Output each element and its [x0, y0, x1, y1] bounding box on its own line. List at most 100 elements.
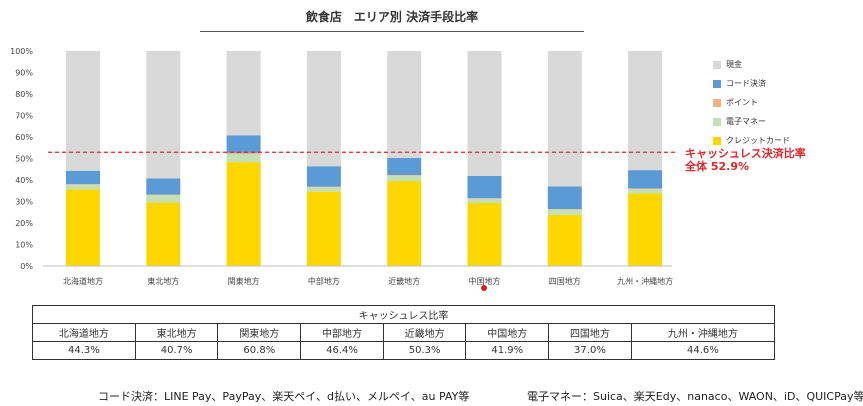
cashless-rate-total: 全体 52.9% — [685, 160, 749, 173]
bar-segment — [628, 193, 663, 266]
table-cell-region: 九州・沖縄地方 — [630, 323, 776, 342]
y-tick-label: 0% — [20, 262, 33, 271]
legend-label: 電子マネー — [726, 117, 766, 126]
bar-segment — [306, 187, 341, 192]
bar-segment — [387, 51, 422, 158]
bar-segment — [547, 214, 582, 266]
bar-segment — [467, 198, 502, 204]
x-tick-label: 東北地方 — [147, 276, 179, 286]
bar-segment — [628, 51, 663, 171]
legend-item: ポイント — [713, 93, 790, 112]
legend-label: 現金 — [726, 60, 742, 69]
y-tick-label: 50% — [15, 155, 33, 164]
bar-segment — [226, 152, 261, 154]
y-tick-label: 20% — [15, 219, 33, 228]
bar-segment — [226, 135, 261, 153]
legend-swatch — [713, 98, 721, 107]
table-cell-region: 中部地方 — [300, 323, 384, 342]
bar-segment — [66, 51, 100, 171]
x-axis: 北海道地方 東北地方 関東地方 中部地方 近畿地方 中国地方 四国地方 九州・沖縄地方 — [43, 265, 673, 286]
bar-segment — [306, 51, 341, 167]
legend: 現金コード決済ポイント電子マネークレジットカード — [713, 55, 790, 150]
table-row-regions: 北海道地方 東北地方 関東地方 中部地方 近畿地方 中国地方 四国地方 九州・沖縄地方 — [32, 323, 776, 342]
legend-item: 電子マネー — [713, 112, 790, 131]
bar-segment — [547, 51, 582, 187]
bar-segment — [66, 184, 100, 190]
table-row-values: 44.3% 40.7% 60.8% 46.4% 50.3% 41.9% 37.0% 44.6% — [32, 341, 776, 360]
legend-item: 現金 — [713, 55, 790, 74]
legend-swatch — [713, 136, 721, 145]
legend-swatch — [713, 79, 721, 88]
legend-label: コード決済 — [726, 79, 766, 88]
footnote-code-payment: コード決済：LINE Pay、PayPay、楽天ペイ、d払い、メルペイ、au P… — [98, 390, 470, 403]
legend-item: クレジットカード — [713, 131, 790, 150]
bar-segment — [226, 153, 261, 163]
bar-segment — [306, 186, 341, 188]
bar-segment — [66, 170, 100, 185]
x-tick-label: 四国地方 — [549, 276, 581, 286]
table-cell-value: 44.6% — [630, 341, 776, 360]
y-tick-label: 40% — [15, 176, 33, 185]
bar-segment — [146, 202, 181, 266]
bar-segment — [547, 209, 582, 215]
bar-segment — [146, 195, 181, 203]
y-tick-label: 70% — [15, 112, 33, 121]
y-tick-label: 90% — [15, 69, 33, 78]
bar-segment — [226, 51, 261, 136]
bar-segment — [66, 189, 100, 266]
bar-segment — [387, 181, 422, 266]
stacked-bar-chart: 0% 10% 20% 30% 40% 50% 60% 70% 80% 90% 100% 北海道地方 東… — [10, 47, 678, 286]
bar-segment — [146, 178, 181, 195]
y-tick-label: 60% — [15, 133, 33, 142]
bar-segment — [306, 191, 341, 266]
table-cell-region: 東北地方 — [134, 323, 219, 342]
table-cell-value: 46.4% — [300, 341, 384, 360]
table-cell-value: 50.3% — [382, 341, 467, 360]
y-tick-label: 30% — [15, 198, 33, 207]
bar-segment — [628, 189, 663, 194]
bar-segment — [467, 175, 502, 199]
footnote-emoney: 電子マネー：Suica、楽天Edy、nanaco、WAON、iD、QUICPay… — [527, 390, 863, 403]
bar-segment — [146, 51, 181, 179]
bar-segment — [226, 162, 261, 266]
x-tick-label: 北海道地方 — [63, 276, 103, 286]
chart-title: 飲食店 エリア別 決済手段比率 — [200, 8, 584, 32]
cashless-rate-label: キャッシュレス決済比率 — [685, 147, 806, 160]
bar-segment — [387, 157, 422, 176]
x-tick-label: 近畿地方 — [388, 276, 420, 286]
y-axis: 0% 10% 20% 30% 40% 50% 60% 70% 80% 90% 100% — [10, 47, 33, 271]
legend-swatch — [713, 117, 721, 126]
bar-segment — [628, 170, 663, 189]
legend-swatch — [713, 60, 721, 69]
table-cell-region: 四国地方 — [548, 323, 632, 342]
table-cell-region: 近畿地方 — [382, 323, 467, 342]
bar-segment — [387, 175, 422, 182]
x-tick-label: 関東地方 — [228, 276, 260, 286]
x-tick-label: 九州・沖縄地方 — [617, 276, 673, 286]
table-cell-value: 44.3% — [32, 341, 136, 360]
table-cell-value: 40.7% — [134, 341, 219, 360]
table-cell-region: 中国地方 — [465, 323, 550, 342]
y-tick-label: 80% — [15, 90, 33, 99]
table-cell-value: 41.9% — [465, 341, 550, 360]
y-tick-label: 10% — [15, 241, 33, 250]
table-cell-region: 北海道地方 — [32, 323, 136, 342]
bar-segment — [306, 166, 341, 187]
bar-segment — [467, 51, 502, 176]
bar-segment — [467, 203, 502, 266]
legend-label: クレジットカード — [726, 136, 790, 145]
bar-segment — [628, 188, 663, 190]
x-tick-label: 中国地方 — [469, 276, 501, 286]
bars-group — [66, 51, 663, 266]
table-header: キャッシュレス比率 — [32, 305, 775, 324]
legend-label: ポイント — [726, 98, 758, 107]
legend-item: コード決済 — [713, 74, 790, 93]
bar-segment — [387, 175, 422, 176]
y-tick-label: 100% — [10, 47, 33, 56]
table-cell-value: 37.0% — [548, 341, 632, 360]
x-tick-label: 中部地方 — [308, 276, 340, 286]
table-cell-region: 関東地方 — [217, 323, 302, 342]
bar-segment — [547, 186, 582, 210]
table-cell-value: 60.8% — [217, 341, 302, 360]
marker-dot — [481, 285, 487, 291]
